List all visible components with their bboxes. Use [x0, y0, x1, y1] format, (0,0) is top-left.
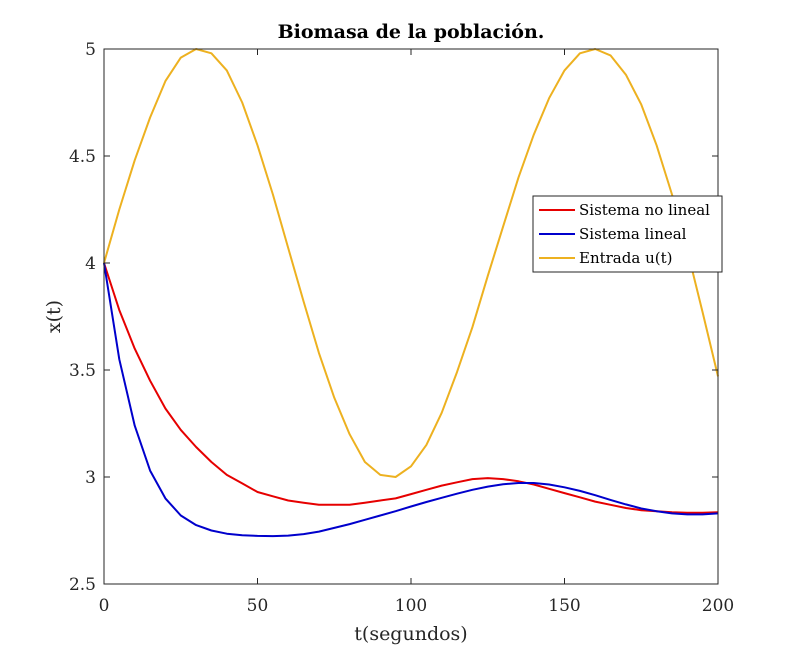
y-tick-label: 4.5: [69, 147, 96, 167]
y-tick-label: 3: [85, 468, 96, 488]
chart-title: Biomasa de la población.: [278, 21, 545, 43]
legend: Sistema no lineal Sistema lineal Entrada u…: [532, 195, 723, 273]
y-tick-label: 3.5: [69, 361, 96, 381]
x-tick-label: 50: [247, 596, 269, 616]
legend-entry-label: Sistema lineal: [579, 225, 687, 243]
ticks-layer: 0 50 100 150 200 2.5 3 3.5 4 4.5 5: [69, 40, 734, 616]
x-tick-label: 100: [395, 596, 427, 616]
x-tick-label: 0: [99, 596, 110, 616]
series-line: [103, 262, 719, 538]
y-axis-label: x(t): [43, 300, 65, 333]
series-line: [103, 48, 719, 478]
x-tick-label: 200: [702, 596, 734, 616]
legend-entry-label: Sistema no lineal: [579, 201, 710, 219]
series-line: [103, 262, 719, 514]
x-axis-label: t(segundos): [354, 623, 467, 645]
x-tick-label: 150: [548, 596, 580, 616]
y-tick-label: 4: [85, 254, 96, 274]
legend-entry-label: Entrada u(t): [579, 249, 672, 267]
y-tick-label: 5: [85, 40, 96, 60]
axes-box: [103, 48, 719, 585]
y-tick-label: 2.5: [69, 575, 96, 595]
series-layer: [103, 48, 719, 538]
